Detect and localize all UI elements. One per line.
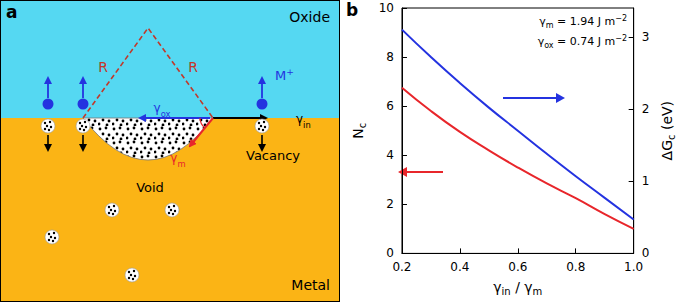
- svg-text:ΔG: ΔG: [659, 140, 675, 160]
- svg-text:1: 1: [642, 174, 650, 188]
- svg-text:1.0: 1.0: [624, 260, 643, 274]
- svg-text:Void: Void: [136, 180, 164, 195]
- svg-text:c: c: [666, 134, 678, 140]
- svg-text:0.4: 0.4: [450, 260, 469, 274]
- svg-text:0.6: 0.6: [508, 260, 527, 274]
- svg-text:= 1.94 J m: = 1.94 J m: [554, 15, 616, 28]
- svg-text:2: 2: [386, 197, 394, 211]
- svg-text:γ: γ: [493, 279, 501, 295]
- svg-text:Oxide: Oxide: [289, 9, 330, 25]
- svg-text:b: b: [346, 0, 358, 20]
- svg-text:4: 4: [386, 148, 394, 162]
- svg-text:−2: −2: [615, 34, 627, 43]
- svg-text:8: 8: [386, 50, 394, 64]
- svg-text:γ: γ: [539, 15, 546, 29]
- svg-text:γ: γ: [537, 35, 545, 49]
- svg-text:γm: γm: [170, 151, 185, 169]
- svg-text:−2: −2: [615, 14, 627, 23]
- svg-text:0: 0: [642, 246, 650, 260]
- svg-text:γin: γin: [296, 112, 311, 130]
- svg-text:2: 2: [642, 102, 650, 116]
- svg-text:3: 3: [642, 30, 650, 44]
- svg-text:Metal: Metal: [291, 277, 330, 293]
- svg-text:0.8: 0.8: [566, 260, 585, 274]
- svg-text:R: R: [188, 59, 198, 75]
- svg-text:6: 6: [386, 99, 394, 113]
- svg-text:m: m: [546, 21, 554, 30]
- svg-text:0.2: 0.2: [392, 260, 411, 274]
- svg-text:c: c: [357, 123, 368, 129]
- svg-text:/ γ: / γ: [511, 279, 533, 295]
- svg-text:10: 10: [379, 1, 394, 15]
- svg-text:= 0.74 J m: = 0.74 J m: [554, 35, 616, 48]
- svg-text:Vacancy: Vacancy: [246, 148, 300, 163]
- svg-text:ox: ox: [544, 41, 554, 50]
- svg-text:a: a: [6, 2, 17, 22]
- svg-text:0: 0: [386, 246, 394, 260]
- svg-text:N: N: [350, 128, 366, 138]
- svg-text:M+: M+: [275, 67, 294, 83]
- svg-text:γox: γox: [154, 101, 171, 119]
- svg-text:m: m: [533, 287, 543, 298]
- svg-text:R: R: [98, 59, 108, 75]
- svg-text:(eV): (eV): [659, 101, 675, 135]
- svg-text:in: in: [502, 287, 511, 298]
